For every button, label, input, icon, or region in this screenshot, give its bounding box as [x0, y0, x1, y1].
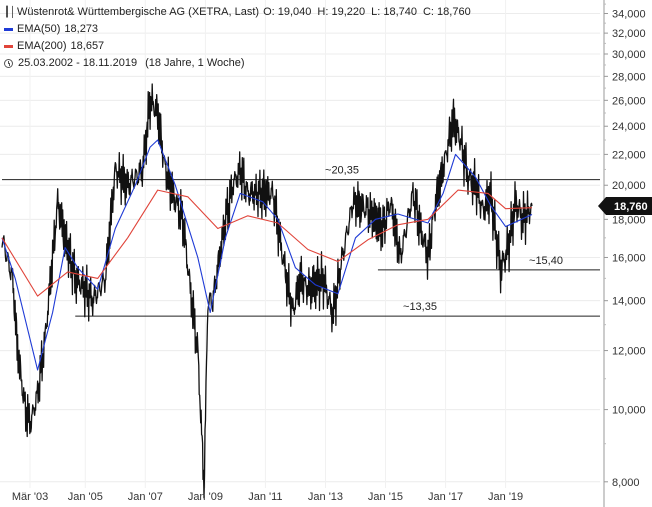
y-tick-label: 20,000: [612, 180, 646, 192]
x-tick-label: Jan '15: [368, 491, 403, 503]
y-tick-label: 14,000: [612, 296, 646, 308]
y-tick-label: 34,000: [612, 8, 646, 20]
x-tick-label: Jan '19: [488, 491, 523, 503]
legend-range: 25.03.2002 - 18.11.2019: [18, 57, 138, 69]
price-series-line: [1, 83, 533, 499]
legend-range-row: 25.03.2002 - 18.11.2019 (18 Jahre, 1 Woc…: [4, 55, 471, 72]
ema50-series-line: [1, 139, 533, 371]
y-tick-label: 16,000: [612, 252, 646, 264]
y-tick-label: 12,000: [612, 346, 646, 358]
x-tick-label: Jan '07: [128, 491, 163, 503]
y-tick-label: 10,000: [612, 405, 646, 417]
last-price-badge: 18,760: [598, 196, 652, 215]
y-tick-label: 18,000: [612, 214, 646, 226]
x-tick-label: Jan '17: [428, 491, 463, 503]
legend-close: C: 18,760: [422, 6, 471, 18]
x-tick-label: Mär '03: [12, 491, 48, 503]
y-tick-label: 8,000: [612, 477, 640, 489]
x-axis: Mär '03 Jan '05 Jan '07 Jan '09 Jan '11 Jan '…: [12, 491, 523, 503]
ema200-swatch: [4, 45, 13, 48]
x-tick-label: Jan '13: [308, 491, 343, 503]
candlestick-chart-icon: ┃│: [4, 7, 17, 18]
legend-ema200-value: 18,657: [70, 40, 105, 52]
x-tick-label: Jan '05: [68, 491, 103, 503]
y-axis: 8,000 10,000 12,000 14,000 16,000 18,000 20,00…: [603, 0, 646, 507]
legend-ema200-row: EMA(200) 18,657: [4, 38, 471, 55]
chart-grid: [0, 0, 600, 488]
y-tick-label: 30,000: [612, 49, 646, 61]
legend-duration: (18 Jahre, 1 Woche): [145, 57, 245, 69]
legend-title: Wüstenrot& Württembergische AG (XETRA, L…: [17, 6, 260, 18]
legend-title-row: ┃│ Wüstenrot& Württembergische AG (XETRA…: [4, 4, 471, 21]
level-label: ~13,35: [403, 301, 437, 313]
level-label: ~15,40: [529, 255, 563, 267]
legend-ema200-label: EMA(200): [17, 40, 67, 52]
last-price-badge-shape: [598, 196, 652, 215]
legend-open: O: 19,040: [263, 6, 312, 18]
x-tick-label: Jan '11: [248, 491, 282, 503]
last-price-label: 18,760: [614, 201, 648, 213]
legend-high: H: 19,220: [317, 6, 366, 18]
support-resistance-lines: ~20,35 ~15,40 ~13,35: [2, 165, 600, 317]
y-tick-label: 24,000: [612, 121, 646, 133]
y-tick-label: 22,000: [612, 149, 646, 161]
ema50-swatch: [4, 28, 13, 31]
chart-series: [1, 83, 533, 499]
y-tick-label: 26,000: [612, 95, 646, 107]
y-tick-label: 32,000: [612, 28, 646, 40]
clock-icon: [4, 59, 13, 68]
ema200-series-line: [1, 189, 533, 297]
legend-ema50-row: EMA(50) 18,273: [4, 21, 471, 38]
x-tick-label: Jan '09: [188, 491, 223, 503]
legend-ema50-value: 18,273: [64, 23, 99, 35]
level-label: ~20,35: [325, 165, 359, 177]
legend-ema50-label: EMA(50): [17, 23, 61, 35]
chart-legend: ┃│ Wüstenrot& Württembergische AG (XETRA…: [4, 4, 471, 72]
y-tick-label: 28,000: [612, 71, 646, 83]
legend-low: L: 18,740: [371, 6, 417, 18]
